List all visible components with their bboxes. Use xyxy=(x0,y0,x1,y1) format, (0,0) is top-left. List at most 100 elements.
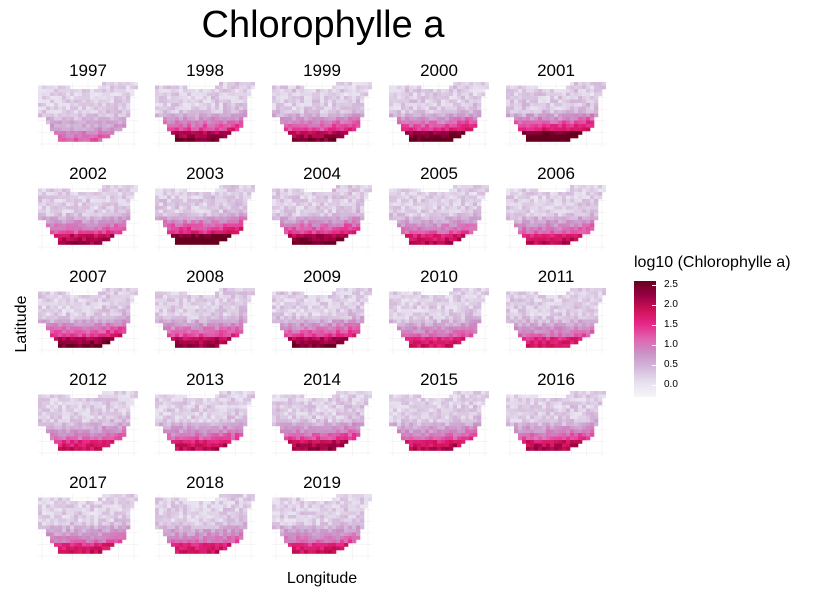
heatmap-cell xyxy=(58,192,63,196)
heatmap-cell xyxy=(421,333,426,338)
heatmap-cell xyxy=(433,223,438,228)
heatmap-cell xyxy=(336,302,341,306)
heatmap-cell xyxy=(469,216,474,221)
heatmap-cell xyxy=(284,99,289,104)
heatmap-cell xyxy=(207,340,212,345)
heatmap-cell xyxy=(437,312,442,317)
heatmap-cell xyxy=(421,316,426,320)
heatmap-cell xyxy=(159,316,164,320)
heatmap-cell xyxy=(340,206,345,210)
heatmap-cell xyxy=(58,302,63,306)
heatmap-cell xyxy=(538,305,543,310)
heatmap-cell xyxy=(425,309,430,313)
heatmap-cell xyxy=(429,305,434,310)
heatmap-cell xyxy=(530,209,535,214)
heatmap-cell xyxy=(50,316,55,320)
heatmap-cell xyxy=(300,220,305,224)
heatmap-cell xyxy=(106,220,111,224)
heatmap-cell xyxy=(284,113,289,118)
heatmap-cell xyxy=(518,89,523,93)
heatmap-cell xyxy=(324,241,329,245)
heatmap-cell xyxy=(300,340,305,345)
heatmap-cell xyxy=(542,302,547,306)
heatmap-cell xyxy=(106,305,111,310)
heatmap-cell xyxy=(183,241,188,245)
heatmap-cell xyxy=(417,305,422,310)
heatmap-cell xyxy=(344,113,349,118)
heatmap-cell xyxy=(102,291,107,296)
heatmap-cell xyxy=(506,92,511,97)
heatmap-cell xyxy=(417,316,422,320)
heatmap-cell xyxy=(526,195,531,200)
heatmap-cell xyxy=(534,298,539,303)
heatmap-cell xyxy=(235,323,240,327)
heatmap-cell xyxy=(106,309,111,313)
heatmap-cell xyxy=(235,316,240,320)
heatmap-cell xyxy=(364,288,369,292)
heatmap-cell xyxy=(417,241,422,245)
heatmap-cell xyxy=(94,124,99,128)
heatmap-cell xyxy=(296,340,301,345)
heatmap-cell xyxy=(175,202,180,207)
heatmap-cell xyxy=(340,99,345,104)
heatmap-cell xyxy=(562,134,567,139)
heatmap-cell xyxy=(187,138,192,142)
heatmap-cell xyxy=(425,216,430,221)
heatmap-cell xyxy=(171,309,176,313)
heatmap-cell xyxy=(38,298,43,303)
heatmap-cell xyxy=(199,213,204,217)
heatmap-cell xyxy=(284,220,289,224)
heatmap-cell xyxy=(227,192,232,196)
heatmap-cell xyxy=(50,209,55,214)
heatmap-cell xyxy=(481,188,486,193)
heatmap-cell xyxy=(397,326,402,331)
heatmap-cell xyxy=(570,234,575,238)
heatmap-cell xyxy=(304,120,309,125)
heatmap-cell xyxy=(352,82,357,86)
heatmap-cell xyxy=(223,202,228,207)
heatmap-cell xyxy=(421,330,426,334)
heatmap-cell xyxy=(74,99,79,104)
heatmap-cell xyxy=(340,120,345,125)
heatmap-cell xyxy=(239,312,244,317)
heatmap-cell xyxy=(457,195,462,200)
heatmap-cell xyxy=(98,96,103,100)
heatmap-cell xyxy=(62,213,67,217)
heatmap-cell xyxy=(328,298,333,303)
heatmap-cell xyxy=(461,110,466,114)
heatmap-cell xyxy=(118,117,123,121)
heatmap-cell xyxy=(296,291,301,296)
heatmap-cell xyxy=(171,209,176,214)
heatmap-cell xyxy=(62,106,67,111)
heatmap-cell xyxy=(276,85,281,90)
heatmap-cell xyxy=(288,127,293,132)
heatmap-cell xyxy=(473,120,478,125)
heatmap-cell xyxy=(195,96,200,100)
heatmap-cell xyxy=(409,216,414,221)
heatmap-cell xyxy=(336,340,341,345)
heatmap-cell xyxy=(324,192,329,196)
heatmap-cell xyxy=(558,117,563,121)
heatmap-cell xyxy=(203,99,208,104)
heatmap-cell xyxy=(106,117,111,121)
heatmap-cell xyxy=(340,323,345,327)
heatmap-cell xyxy=(203,120,208,125)
heatmap-cell xyxy=(538,192,543,196)
heatmap-cell xyxy=(433,113,438,118)
heatmap-cell xyxy=(179,92,184,97)
heatmap-cell xyxy=(401,330,406,334)
heatmap-cell xyxy=(280,295,285,299)
heatmap-cell xyxy=(433,323,438,327)
heatmap-cell xyxy=(62,323,67,327)
heatmap-cell xyxy=(102,234,107,238)
heatmap-cell xyxy=(328,103,333,107)
heatmap-cell xyxy=(102,103,107,107)
heatmap-cell xyxy=(481,185,486,189)
heatmap-cell xyxy=(159,206,164,210)
heatmap-cell xyxy=(227,220,232,224)
heatmap-cell xyxy=(425,213,430,217)
heatmap-cell xyxy=(562,213,567,217)
heatmap-cell xyxy=(324,319,329,324)
heatmap-cell xyxy=(546,309,551,313)
heatmap-cell xyxy=(114,230,119,235)
